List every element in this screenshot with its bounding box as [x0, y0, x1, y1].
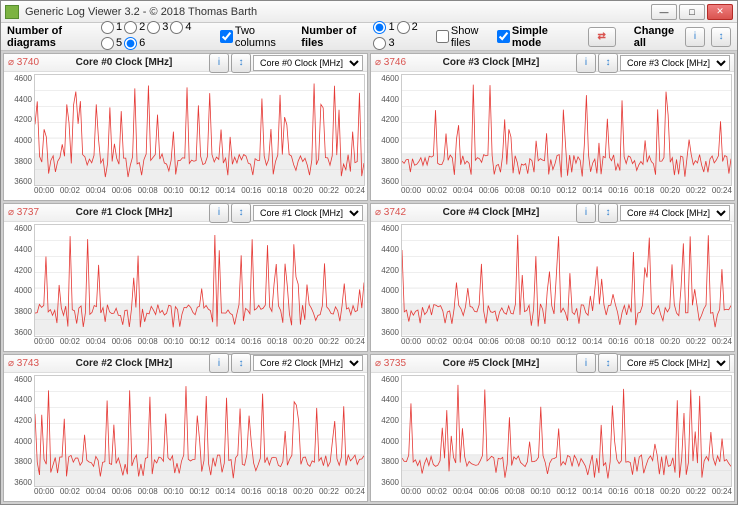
chart-expand-button[interactable]: ↕ — [231, 203, 251, 223]
two-columns-checkbox[interactable]: Two columns — [220, 25, 284, 49]
chart-series-select[interactable]: Core #0 Clock [MHz] — [253, 55, 363, 71]
chart-expand-button[interactable]: ↕ — [231, 53, 251, 73]
diagrams-option-1[interactable]: 1 — [101, 21, 122, 34]
chart-info-button[interactable]: i — [209, 53, 229, 73]
chart-panel-1: ⌀ 3746Core #3 Clock [MHz]i↕Core #3 Clock… — [370, 53, 735, 201]
window-title: Generic Log Viewer 3.2 - © 2018 Thomas B… — [25, 6, 651, 18]
files-label: Number of files — [301, 25, 366, 49]
expand-all-button[interactable]: ↕ — [711, 27, 731, 47]
app-icon — [5, 5, 19, 19]
chart-plot — [401, 74, 732, 186]
chart-series-select[interactable]: Core #5 Clock [MHz] — [620, 355, 730, 371]
chart-plot — [401, 375, 732, 487]
toolbar: Number of diagrams 123456 Two columns Nu… — [1, 23, 737, 51]
show-files-checkbox[interactable]: Show files — [436, 25, 489, 49]
chart-panel-0: ⌀ 3740Core #0 Clock [MHz]i↕Core #0 Clock… — [3, 53, 368, 201]
window-controls: — □ ✕ — [651, 4, 733, 20]
chart-plot — [34, 375, 365, 487]
app-window: Generic Log Viewer 3.2 - © 2018 Thomas B… — [0, 0, 738, 505]
chart-title: Core #3 Clock [MHz] — [412, 57, 570, 68]
chart-series-select[interactable]: Core #2 Clock [MHz] — [253, 355, 363, 371]
close-button[interactable]: ✕ — [707, 4, 733, 20]
charts-grid: ⌀ 3740Core #0 Clock [MHz]i↕Core #0 Clock… — [1, 51, 737, 504]
files-option-2[interactable]: 2 — [397, 21, 418, 34]
chart-series-select[interactable]: Core #1 Clock [MHz] — [253, 205, 363, 221]
chart-title: Core #0 Clock [MHz] — [45, 57, 203, 68]
chart-info-button[interactable]: i — [209, 203, 229, 223]
diagrams-option-5[interactable]: 5 — [101, 37, 122, 50]
files-radio-group: 123 — [372, 21, 428, 53]
chart-avg: ⌀ 3735 — [375, 358, 406, 369]
chart-info-button[interactable]: i — [576, 53, 596, 73]
diagrams-option-3[interactable]: 3 — [147, 21, 168, 34]
chart-panel-2: ⌀ 3737Core #1 Clock [MHz]i↕Core #1 Clock… — [3, 203, 368, 351]
chart-plot — [34, 74, 365, 186]
chart-panel-3: ⌀ 3742Core #4 Clock [MHz]i↕Core #4 Clock… — [370, 203, 735, 351]
swap-button[interactable]: ⇄ — [588, 27, 616, 47]
chart-expand-button[interactable]: ↕ — [598, 203, 618, 223]
chart-series-select[interactable]: Core #4 Clock [MHz] — [620, 205, 730, 221]
files-option-3[interactable]: 3 — [373, 37, 394, 50]
maximize-button[interactable]: □ — [679, 4, 705, 20]
chart-series-select[interactable]: Core #3 Clock [MHz] — [620, 55, 730, 71]
diagrams-option-2[interactable]: 2 — [124, 21, 145, 34]
chart-avg: ⌀ 3742 — [375, 207, 406, 218]
chart-panel-5: ⌀ 3735Core #5 Clock [MHz]i↕Core #5 Clock… — [370, 354, 735, 502]
chart-panel-4: ⌀ 3743Core #2 Clock [MHz]i↕Core #2 Clock… — [3, 354, 368, 502]
diagrams-radio-group: 1234 56 — [100, 21, 213, 53]
diagrams-label: Number of diagrams — [7, 25, 94, 49]
chart-title: Core #5 Clock [MHz] — [412, 358, 570, 369]
chart-plot — [34, 224, 365, 336]
chart-info-button[interactable]: i — [209, 353, 229, 373]
info-all-button[interactable]: i — [685, 27, 705, 47]
chart-avg: ⌀ 3740 — [8, 57, 39, 68]
diagrams-option-4[interactable]: 4 — [170, 21, 191, 34]
chart-plot — [401, 224, 732, 336]
chart-expand-button[interactable]: ↕ — [598, 353, 618, 373]
files-option-1[interactable]: 1 — [373, 21, 394, 34]
chart-info-button[interactable]: i — [576, 353, 596, 373]
chart-title: Core #2 Clock [MHz] — [45, 358, 203, 369]
chart-avg: ⌀ 3737 — [8, 207, 39, 218]
simple-mode-checkbox[interactable]: Simple mode — [497, 25, 565, 49]
chart-avg: ⌀ 3746 — [375, 57, 406, 68]
chart-avg: ⌀ 3743 — [8, 358, 39, 369]
chart-title: Core #1 Clock [MHz] — [45, 207, 203, 218]
chart-expand-button[interactable]: ↕ — [598, 53, 618, 73]
chart-expand-button[interactable]: ↕ — [231, 353, 251, 373]
minimize-button[interactable]: — — [651, 4, 677, 20]
change-all-label: Change all — [634, 25, 679, 49]
diagrams-option-6[interactable]: 6 — [124, 37, 145, 50]
chart-title: Core #4 Clock [MHz] — [412, 207, 570, 218]
chart-info-button[interactable]: i — [576, 203, 596, 223]
